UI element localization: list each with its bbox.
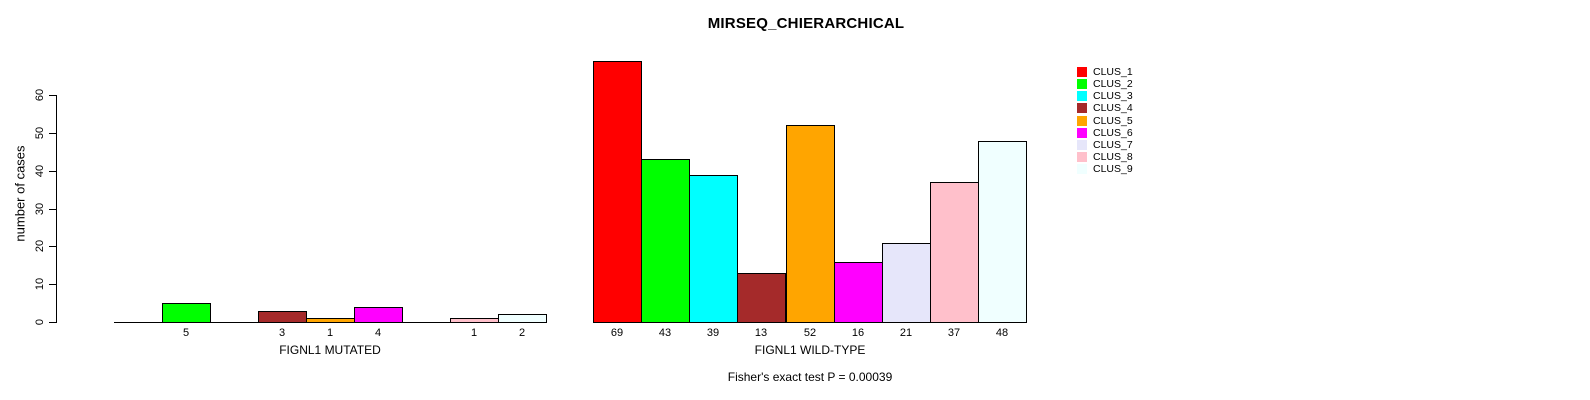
y-tick-label: 30: [34, 202, 46, 215]
legend-swatch-clus_4: [1077, 103, 1087, 114]
bar-clus_4-group2: [737, 273, 786, 323]
legend-item: CLUS_1: [1077, 66, 1133, 78]
bar-value-label: 1: [326, 327, 334, 339]
legend-swatch-clus_2: [1077, 79, 1087, 90]
bar-value-label: 21: [899, 327, 913, 339]
bar-value-label: 69: [610, 327, 624, 339]
y-tick-label: 10: [34, 278, 46, 291]
legend-item: CLUS_6: [1077, 127, 1133, 139]
y-tick-label: 0: [34, 318, 46, 326]
bar-clus_6-group1: [354, 307, 403, 323]
legend-item: CLUS_8: [1077, 151, 1133, 163]
legend-swatch-clus_3: [1077, 91, 1087, 102]
legend-item: CLUS_4: [1077, 102, 1133, 114]
legend-item: CLUS_3: [1077, 90, 1133, 102]
bar-clus_2-group2: [641, 159, 690, 323]
x-axis-label-wildtype: FIGNL1 WILD-TYPE: [754, 343, 866, 357]
fisher-test-annotation: Fisher's exact test P = 0.00039: [727, 370, 893, 384]
bar-clus_2-group1: [162, 303, 211, 323]
bar-value-label: 48: [995, 327, 1009, 339]
bar-clus_9-group1: [498, 314, 547, 323]
bar-clus_7-group2: [882, 243, 931, 323]
legend-swatch-clus_5: [1077, 115, 1087, 126]
legend-swatch-clus_6: [1077, 127, 1087, 138]
y-tick-label: 60: [34, 89, 46, 102]
y-tick: [49, 170, 56, 172]
bar-value-label: 39: [706, 327, 720, 339]
bar-clus_5-group2: [786, 125, 835, 323]
bar-value-label: 52: [803, 327, 817, 339]
y-tick-label: 20: [34, 240, 46, 253]
legend-swatch-clus_9: [1077, 164, 1087, 175]
legend-swatch-clus_1: [1077, 67, 1087, 78]
y-tick-label: 50: [34, 126, 46, 140]
legend-label: CLUS_9: [1093, 163, 1133, 176]
legend-label: CLUS_5: [1093, 114, 1133, 127]
y-tick: [49, 322, 56, 323]
bar-value-label: 37: [947, 327, 961, 339]
y-tick: [49, 133, 56, 134]
bar-clus_9-group2: [978, 141, 1027, 323]
bar-clus_8-group1: [450, 318, 499, 323]
legend-label: CLUS_2: [1093, 78, 1133, 91]
legend-label: CLUS_4: [1093, 102, 1133, 115]
bar-value-label: 16: [851, 327, 865, 339]
y-axis-line: [56, 95, 57, 323]
legend-label: CLUS_7: [1093, 138, 1133, 151]
y-tick-label: 40: [34, 164, 46, 177]
bar-value-label: 43: [658, 327, 672, 339]
bar-clus_4-group1: [258, 311, 307, 323]
y-axis-title: number of cases: [12, 145, 28, 242]
legend-label: CLUS_1: [1093, 66, 1133, 79]
bar-clus_1-group2: [593, 61, 642, 323]
y-tick: [49, 284, 56, 286]
y-tick: [49, 95, 56, 97]
legend-swatch-clus_7: [1077, 139, 1087, 150]
legend-item: CLUS_5: [1077, 115, 1133, 127]
bar-value-label: 13: [754, 327, 768, 339]
bar-value-label: 2: [518, 327, 526, 339]
x-axis-label-mutated: FIGNL1 MUTATED: [279, 343, 381, 357]
bar-value-label: 1: [470, 327, 478, 339]
legend-item: CLUS_2: [1077, 78, 1133, 90]
bar-clus_8-group2: [930, 182, 979, 323]
bar-clus_5-group1: [306, 318, 355, 323]
y-tick: [49, 246, 56, 248]
legend-label: CLUS_8: [1093, 151, 1133, 164]
legend-item: CLUS_9: [1077, 163, 1133, 175]
legend-label: CLUS_3: [1093, 90, 1133, 103]
legend-item: CLUS_7: [1077, 139, 1133, 151]
bar-value-label: 4: [374, 327, 382, 339]
bar-value-label: 3: [278, 327, 286, 339]
bar-value-label: 5: [182, 327, 190, 339]
y-tick: [49, 208, 56, 210]
legend: CLUS_1 CLUS_2 CLUS_3 CLUS_4 CLUS_5 CLUS_6 CLUS…: [1077, 66, 1133, 175]
legend-swatch-clus_8: [1077, 152, 1087, 163]
bar-clus_3-group2: [689, 175, 738, 323]
bar-clus_6-group2: [834, 262, 883, 323]
chart-title: MIRSEQ_CHIERARCHICAL: [707, 15, 905, 32]
legend-label: CLUS_6: [1093, 126, 1133, 139]
